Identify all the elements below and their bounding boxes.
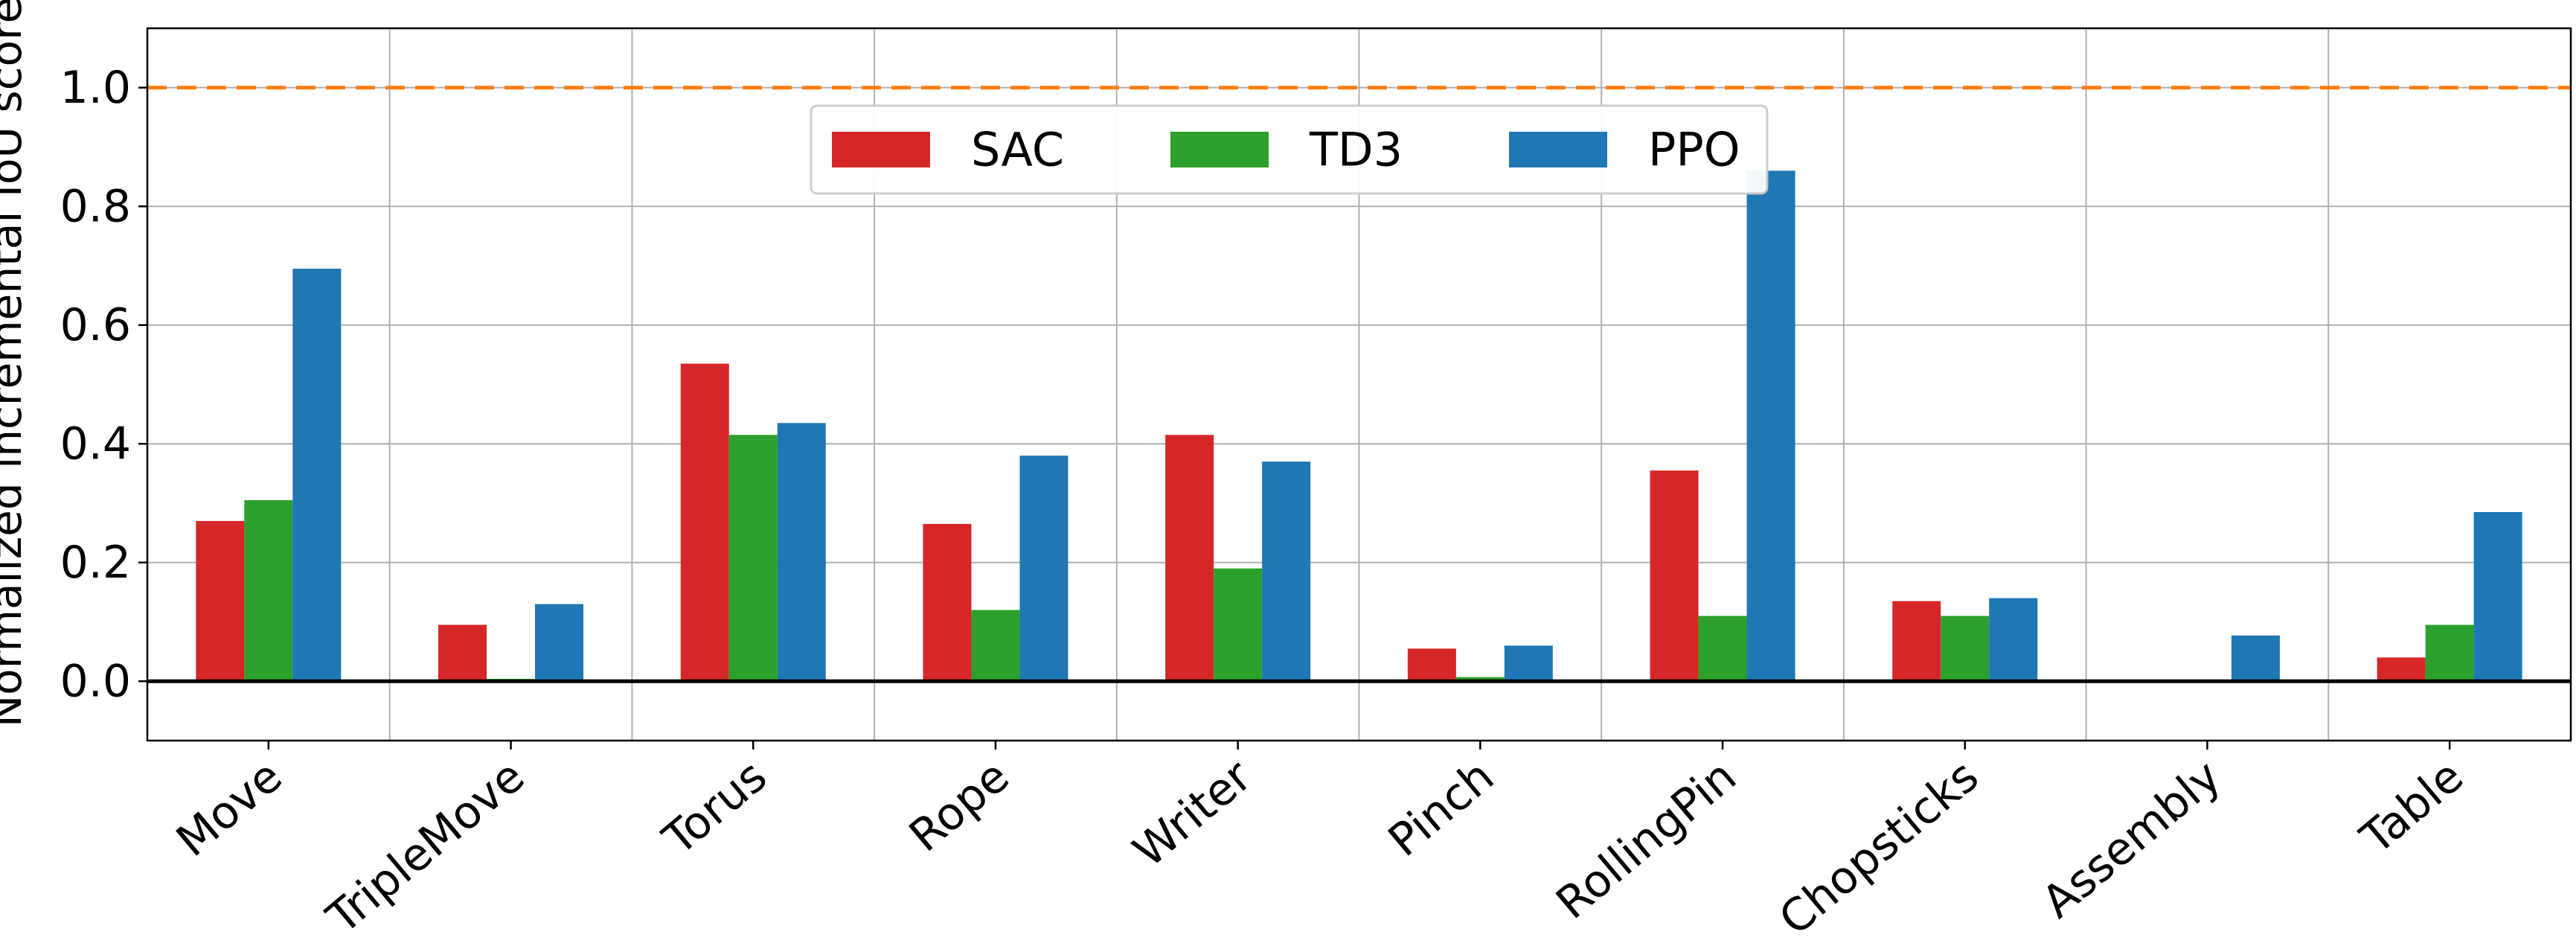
y-tick-label: 0.8	[60, 180, 131, 232]
bar-td3-rollingpin	[1698, 616, 1747, 682]
legend-swatch-td3	[1170, 132, 1269, 167]
legend-label-sac: SAC	[971, 123, 1064, 177]
bar-sac-table	[2377, 657, 2426, 682]
bar-ppo-assembly	[2231, 635, 2280, 682]
x-tick-label-writer: Writer	[1124, 750, 1261, 878]
bar-td3-pinch	[1455, 677, 1505, 682]
y-axis: 0.0 0.2 0.4 0.6 0.8 1.0	[60, 62, 147, 707]
bar-ppo-rollingpin	[1746, 170, 1795, 682]
legend: SAC TD3 PPO	[810, 104, 1769, 195]
bar-sac-chopsticks	[1892, 601, 1941, 682]
x-tick-label-chopsticks: Chopsticks	[1769, 750, 1988, 946]
plot-frame	[146, 27, 2572, 742]
y-tick-label: 0.6	[60, 299, 131, 351]
bar-td3-chopsticks	[1941, 616, 1990, 682]
x-axis: Move TripleMove Torus Rope Writer Pinch Rollin…	[167, 741, 2473, 946]
legend-swatch-sac	[832, 132, 930, 167]
legend-label-ppo: PPO	[1648, 123, 1740, 177]
y-tick-label: 1.0	[60, 62, 131, 114]
bar-ppo-move	[292, 268, 342, 682]
x-tick-label-assembly: Assembly	[2033, 750, 2231, 929]
x-tick-label-move: Move	[167, 750, 292, 867]
bar-ppo-chopsticks	[1989, 598, 2038, 682]
bar-sac-writer	[1165, 435, 1214, 682]
x-tick-label-triplemove: TripleMove	[317, 750, 534, 945]
bars	[196, 170, 2522, 682]
bar-sac-move	[196, 520, 245, 682]
bar-sac-torus	[680, 363, 729, 682]
bar-ppo-rope	[1019, 456, 1068, 682]
x-tick-label-torus: Torus	[653, 750, 777, 866]
x-tick-label-rollingpin: RollingPin	[1546, 750, 1746, 930]
bar-sac-triplemove	[438, 624, 487, 682]
bar-ppo-pinch	[1504, 645, 1553, 682]
bar-td3-torus	[728, 435, 778, 682]
bar-td3-move	[244, 500, 293, 682]
legend-swatch-ppo	[1509, 132, 1607, 167]
y-tick-label: 0.0	[60, 655, 131, 707]
bar-sac-rollingpin	[1650, 470, 1699, 682]
x-tick-label-table: Table	[2351, 750, 2473, 865]
bar-ppo-torus	[777, 423, 826, 682]
x-tick-label-rope: Rope	[900, 750, 1019, 862]
legend-label-td3: TD3	[1309, 123, 1403, 177]
y-tick-label: 0.4	[60, 418, 131, 470]
bar-ppo-writer	[1262, 461, 1311, 682]
y-tick-label: 0.2	[60, 537, 131, 589]
bar-td3-table	[2425, 624, 2474, 682]
bar-td3-rope	[971, 610, 1020, 682]
bar-ppo-triplemove	[535, 604, 584, 682]
bar-td3-writer	[1214, 568, 1263, 682]
bar-sac-rope	[923, 523, 972, 682]
legend-box	[810, 104, 1769, 195]
x-tick-label-pinch: Pinch	[1379, 750, 1504, 867]
bar-ppo-table	[2473, 511, 2522, 682]
y-axis-label: Normalized incremental IoU score	[0, 0, 31, 727]
bar-sac-pinch	[1407, 648, 1456, 682]
